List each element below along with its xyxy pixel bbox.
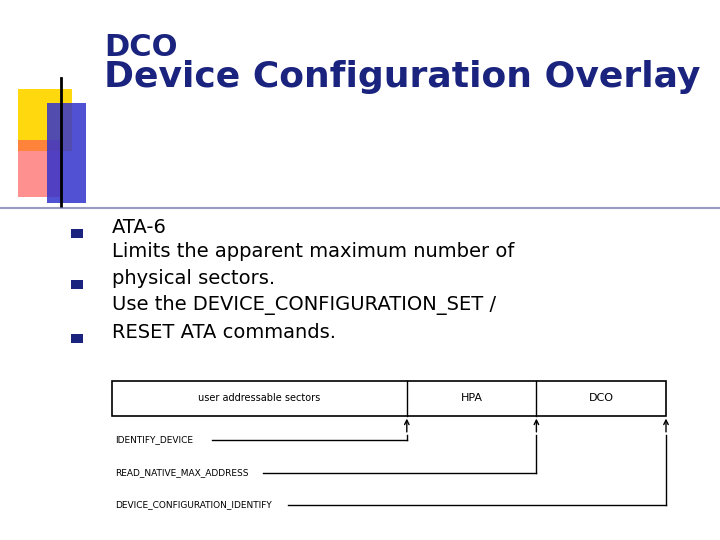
Bar — [71, 334, 83, 343]
Bar — [71, 280, 83, 289]
Text: Device Configuration Overlay: Device Configuration Overlay — [104, 60, 701, 94]
Bar — [18, 89, 72, 151]
Text: HPA: HPA — [461, 393, 482, 403]
Bar — [47, 103, 86, 202]
Text: DCO: DCO — [104, 33, 178, 62]
Text: Use the DEVICE_CONFIGURATION_SET /
RESET ATA commands.: Use the DEVICE_CONFIGURATION_SET / RESET… — [112, 295, 496, 342]
Bar — [112, 381, 666, 416]
Text: Limits the apparent maximum number of
physical sectors.: Limits the apparent maximum number of ph… — [112, 242, 514, 288]
Text: DEVICE_CONFIGURATION_IDENTIFY: DEVICE_CONFIGURATION_IDENTIFY — [115, 501, 272, 509]
Text: IDENTIFY_DEVICE: IDENTIFY_DEVICE — [115, 436, 193, 444]
Bar — [18, 140, 63, 197]
Bar — [71, 229, 83, 238]
Text: DCO: DCO — [589, 393, 613, 403]
Text: ATA-6: ATA-6 — [112, 218, 166, 237]
Text: READ_NATIVE_MAX_ADDRESS: READ_NATIVE_MAX_ADDRESS — [115, 468, 248, 477]
Text: user addressable sectors: user addressable sectors — [198, 393, 320, 403]
